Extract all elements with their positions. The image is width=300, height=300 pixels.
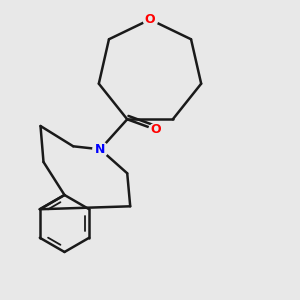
Text: O: O: [150, 123, 161, 136]
Text: O: O: [145, 13, 155, 26]
Text: N: N: [95, 143, 105, 156]
